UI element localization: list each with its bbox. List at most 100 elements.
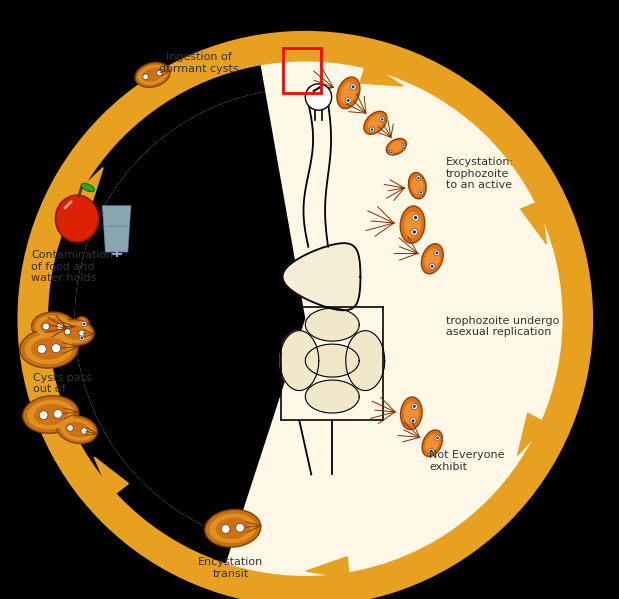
Ellipse shape <box>411 177 423 195</box>
Text: Ingestion of
dormant cysts: Ingestion of dormant cysts <box>159 52 238 74</box>
Ellipse shape <box>422 430 443 456</box>
Ellipse shape <box>364 111 387 134</box>
Polygon shape <box>103 206 131 252</box>
Polygon shape <box>280 331 319 391</box>
Circle shape <box>414 216 417 219</box>
Circle shape <box>82 322 87 326</box>
Circle shape <box>157 70 162 76</box>
Ellipse shape <box>40 318 66 335</box>
Ellipse shape <box>216 518 250 539</box>
Ellipse shape <box>367 115 383 131</box>
Polygon shape <box>305 344 359 377</box>
Circle shape <box>75 88 536 549</box>
Ellipse shape <box>404 211 421 238</box>
Ellipse shape <box>57 416 97 443</box>
Circle shape <box>81 428 87 434</box>
Circle shape <box>429 448 434 453</box>
Circle shape <box>434 250 440 256</box>
Circle shape <box>80 337 83 340</box>
Circle shape <box>53 410 63 418</box>
Ellipse shape <box>389 141 404 153</box>
Ellipse shape <box>25 333 73 364</box>
Circle shape <box>402 143 406 147</box>
Circle shape <box>379 117 384 122</box>
Ellipse shape <box>56 195 98 242</box>
Circle shape <box>64 329 71 335</box>
Circle shape <box>416 176 421 181</box>
Circle shape <box>389 150 393 155</box>
Ellipse shape <box>20 329 78 368</box>
Circle shape <box>83 323 85 325</box>
Circle shape <box>352 86 355 89</box>
Bar <box>282 48 321 93</box>
Ellipse shape <box>340 82 357 104</box>
Ellipse shape <box>71 317 90 344</box>
Ellipse shape <box>209 513 256 543</box>
Circle shape <box>370 127 374 132</box>
Ellipse shape <box>422 244 443 274</box>
Ellipse shape <box>63 325 87 340</box>
Polygon shape <box>306 556 349 578</box>
Ellipse shape <box>404 402 419 425</box>
Polygon shape <box>94 457 129 497</box>
Ellipse shape <box>74 321 87 340</box>
Ellipse shape <box>72 195 82 203</box>
Circle shape <box>420 191 422 193</box>
Ellipse shape <box>400 206 425 243</box>
Ellipse shape <box>142 68 163 82</box>
Circle shape <box>413 405 416 408</box>
Circle shape <box>79 330 85 336</box>
Text: Not Everyone
exhibit: Not Everyone exhibit <box>430 450 505 472</box>
Circle shape <box>43 323 50 330</box>
Ellipse shape <box>33 404 68 425</box>
Circle shape <box>39 411 48 419</box>
Circle shape <box>51 344 61 353</box>
Circle shape <box>381 118 383 120</box>
Circle shape <box>429 264 435 269</box>
Wedge shape <box>33 50 305 587</box>
Polygon shape <box>305 308 359 341</box>
Circle shape <box>430 449 433 452</box>
Circle shape <box>431 265 433 268</box>
Circle shape <box>436 252 438 254</box>
Ellipse shape <box>135 62 170 87</box>
Ellipse shape <box>138 65 167 84</box>
Circle shape <box>67 425 73 431</box>
Text: Excystation:
trophozoite
to an active: Excystation: trophozoite to an active <box>446 157 514 190</box>
Circle shape <box>435 435 440 440</box>
Circle shape <box>305 84 332 110</box>
Text: Contamination
of food and
water holds: Contamination of food and water holds <box>31 250 113 283</box>
Polygon shape <box>283 243 360 310</box>
Circle shape <box>411 403 417 409</box>
Circle shape <box>37 344 46 353</box>
Ellipse shape <box>400 397 422 429</box>
Circle shape <box>33 46 578 591</box>
Ellipse shape <box>205 510 261 547</box>
Ellipse shape <box>23 396 79 433</box>
Circle shape <box>417 177 420 180</box>
Circle shape <box>347 99 350 102</box>
Circle shape <box>410 418 416 423</box>
Circle shape <box>222 525 230 533</box>
Circle shape <box>143 74 149 80</box>
Ellipse shape <box>386 138 407 155</box>
Circle shape <box>350 84 356 90</box>
Ellipse shape <box>337 77 360 108</box>
Polygon shape <box>521 201 547 244</box>
Ellipse shape <box>425 249 440 269</box>
Wedge shape <box>75 92 305 538</box>
Circle shape <box>412 419 415 422</box>
Polygon shape <box>346 331 384 391</box>
Polygon shape <box>360 63 403 86</box>
Circle shape <box>411 229 418 235</box>
Ellipse shape <box>409 173 426 199</box>
Ellipse shape <box>81 183 95 192</box>
Circle shape <box>57 323 64 330</box>
Ellipse shape <box>425 434 439 452</box>
Circle shape <box>371 128 373 131</box>
Text: Encystation
transit: Encystation transit <box>198 557 263 579</box>
Circle shape <box>79 335 84 341</box>
Ellipse shape <box>60 418 94 441</box>
Ellipse shape <box>59 322 91 343</box>
Polygon shape <box>72 168 103 209</box>
